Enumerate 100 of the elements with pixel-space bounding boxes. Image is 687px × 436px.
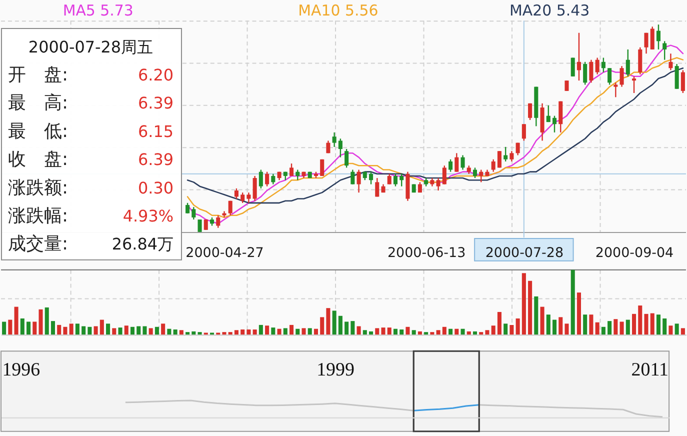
bar <box>454 328 459 335</box>
candlestick <box>222 210 226 218</box>
candlestick <box>497 150 502 168</box>
bar <box>63 326 68 335</box>
candlestick <box>674 63 679 90</box>
bar <box>308 328 312 335</box>
bar <box>595 322 600 335</box>
candlestick <box>356 169 361 194</box>
candlestick <box>558 100 563 134</box>
candlestick <box>393 173 398 187</box>
candlestick <box>234 188 238 200</box>
bar <box>277 328 282 335</box>
bar <box>430 332 434 335</box>
bar <box>154 326 159 335</box>
candlestick <box>252 175 257 202</box>
candlestick <box>504 146 508 162</box>
candlestick <box>265 171 270 187</box>
x-tick-label: 2000-09-04 <box>595 246 674 261</box>
candlestick <box>564 80 569 92</box>
candlestick <box>258 169 263 190</box>
bar <box>412 330 416 335</box>
candlestick <box>644 32 648 54</box>
candlestick <box>198 220 202 232</box>
bar <box>32 322 37 335</box>
bar <box>82 326 86 335</box>
bar <box>100 320 104 335</box>
candlestick <box>528 102 532 121</box>
candlestick <box>216 214 220 228</box>
bar <box>436 330 440 335</box>
bar <box>387 328 392 335</box>
bar <box>570 270 575 335</box>
bar <box>283 328 288 335</box>
annotation: 涨跌幅: <box>8 205 68 226</box>
bar <box>338 316 342 335</box>
bar <box>381 328 386 335</box>
bar <box>161 324 166 335</box>
candlestick <box>608 68 612 86</box>
candlestick <box>552 115 557 134</box>
bar <box>38 309 43 335</box>
bar <box>466 331 471 335</box>
bar <box>626 320 630 335</box>
bar <box>265 326 270 335</box>
bar <box>540 306 544 335</box>
candlestick <box>546 104 550 123</box>
bar <box>222 332 226 335</box>
bar <box>601 326 606 335</box>
candlestick <box>460 154 465 170</box>
bar <box>638 305 642 335</box>
bar <box>186 332 190 335</box>
candlestick <box>436 177 440 192</box>
bar <box>289 324 294 335</box>
bar <box>2 322 6 335</box>
x-tick-label: 2011 <box>631 360 668 381</box>
candlestick <box>620 65 624 88</box>
bar <box>558 317 563 335</box>
bar <box>522 273 526 335</box>
annotation: 4.93% <box>122 206 174 226</box>
bar <box>442 326 446 335</box>
bar <box>26 322 31 335</box>
candlestick <box>570 57 575 78</box>
candlestick <box>479 169 484 183</box>
bar <box>14 306 18 335</box>
bar <box>8 320 12 335</box>
candlestick <box>228 200 232 216</box>
x-tick-label: 2000-07-28 <box>485 246 564 261</box>
candlestick <box>350 169 355 185</box>
bar <box>534 296 538 335</box>
candlestick <box>271 173 276 185</box>
bar <box>472 331 478 335</box>
bar <box>362 330 367 335</box>
bar <box>576 292 581 335</box>
bar <box>148 328 153 335</box>
bar <box>552 320 557 335</box>
bar <box>326 308 330 335</box>
bar <box>491 326 496 335</box>
text: MA5 5.73 <box>62 2 134 20</box>
bar <box>424 332 428 335</box>
annotation: 开 盘: <box>8 64 68 86</box>
bar <box>644 314 648 335</box>
bar <box>546 314 550 335</box>
bar <box>448 328 453 335</box>
candlestick <box>400 173 404 187</box>
candlestick <box>589 59 594 84</box>
candlestick <box>680 70 685 94</box>
bar <box>497 312 502 335</box>
candlestick <box>626 48 630 78</box>
annotation: 收 盘: <box>8 149 68 170</box>
bar <box>271 328 276 335</box>
x-tick-label: 1999 <box>316 360 354 381</box>
bar <box>510 324 514 335</box>
annotation: 6.39 <box>138 94 174 113</box>
bar <box>296 328 300 335</box>
bar <box>314 328 318 335</box>
bar <box>650 313 654 335</box>
bar <box>167 328 172 335</box>
annotation: 涨跌额: <box>8 177 68 198</box>
bar <box>406 326 410 335</box>
bar <box>228 332 232 335</box>
bar <box>680 328 685 335</box>
bar <box>393 328 398 335</box>
